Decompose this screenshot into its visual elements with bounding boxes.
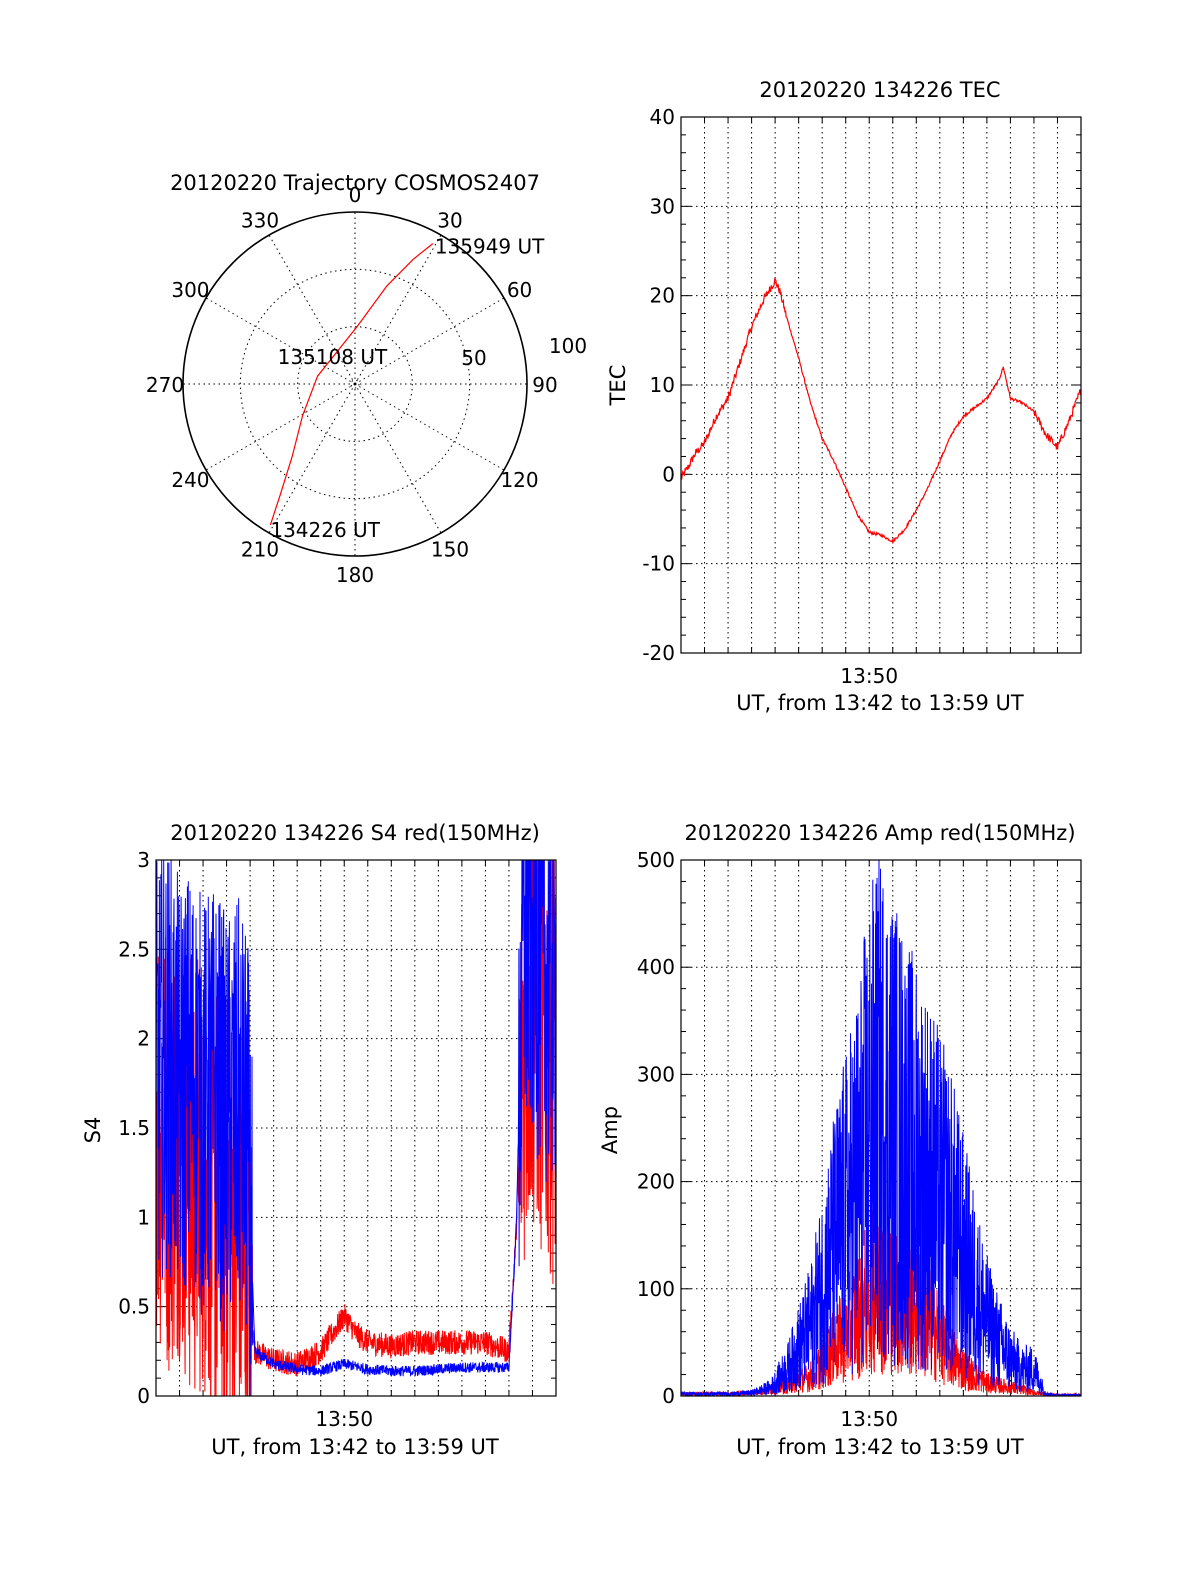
- polar-grid-ring: [297, 326, 413, 442]
- amp-chart: 20120220 134226 Amp red(150MHz) UT, from…: [598, 821, 1082, 1459]
- y-tick-label: 2.5: [118, 937, 150, 961]
- tec-plot-area: -20 -10 0 10 20 30 40 13:50: [642, 105, 1082, 688]
- x-tick-label: 13:50: [315, 1407, 373, 1431]
- trajectory-line: [269, 243, 434, 526]
- polar-grid-spoke: [205, 297, 356, 385]
- y-tick-label: 500: [637, 848, 675, 872]
- polar-grid-center: [350, 379, 360, 389]
- y-tick-label: 400: [637, 955, 675, 979]
- y-tick-label: -20: [642, 641, 675, 665]
- y-tick-label: 3: [137, 848, 150, 872]
- polar-grid-spoke: [354, 383, 442, 534]
- polar-labels: 0 30 60 90 120 150 180 210 240 270 300 330 50 100 1359…: [146, 183, 587, 587]
- series-group: [681, 860, 1081, 1396]
- x-axis-title: UT, from 13:42 to 13:59 UT: [211, 1435, 499, 1459]
- polar-grid-spoke: [354, 297, 505, 385]
- data-line-blue: [156, 860, 556, 1396]
- y-tick-label: -10: [642, 552, 675, 576]
- y-axis-title: Amp: [598, 1106, 622, 1154]
- y-axis-title: TEC: [606, 365, 630, 407]
- y-tick-label: 0: [137, 1384, 150, 1408]
- y-tick-label: 1.5: [118, 1116, 150, 1140]
- y-tick-label: 200: [637, 1170, 675, 1194]
- x-tick-label: 13:50: [840, 664, 898, 688]
- amp-plot-area: 0 100 200 300 400 500 13:50: [637, 848, 1082, 1431]
- x-axis-title: UT, from 13:42 to 13:59 UT: [736, 1435, 1024, 1459]
- angle-tick-label: 240: [171, 468, 209, 492]
- angle-tick-label: 270: [146, 373, 184, 397]
- trajectory-time-label: 134226 UT: [270, 518, 380, 542]
- data-line-red: [681, 278, 1081, 545]
- tec-chart: 20120220 134226 TEC UT, from 13:42 to 13…: [606, 78, 1082, 715]
- data-line-blue: [681, 860, 1081, 1396]
- polar-outer-circle: [182, 211, 528, 557]
- angle-tick-label: 60: [507, 278, 532, 302]
- y-axis-title: S4: [81, 1117, 105, 1144]
- s4-plot-area: 0 0.5 1 1.5 2 2.5 3 13:50: [118, 848, 557, 1431]
- polar-grid-spoke: [268, 383, 356, 534]
- chart-title: 20120220 134226 Amp red(150MHz): [684, 821, 1075, 845]
- angle-tick-label: 180: [336, 563, 374, 587]
- trajectory-time-label: 135949 UT: [435, 235, 545, 259]
- y-tick-label: 0: [662, 1384, 675, 1408]
- trajectory-polar-chart: 20120220 Trajectory COSMOS2407 0 30 60 90 12…: [146, 171, 587, 587]
- series-group: [156, 860, 556, 1396]
- chart-title: 20120220 134226 TEC: [759, 78, 1000, 102]
- y-tick-label: 0.5: [118, 1295, 150, 1319]
- angle-tick-label: 300: [171, 278, 209, 302]
- y-tick-label: 30: [650, 194, 675, 218]
- angle-tick-label: 150: [431, 538, 469, 562]
- y-tick-label: 1: [137, 1205, 150, 1229]
- y-tick-label: 0: [662, 462, 675, 486]
- polar-grid: [182, 211, 528, 557]
- trajectory-time-label: 135108 UT: [278, 345, 388, 369]
- chart-title: 20120220 Trajectory COSMOS2407: [170, 171, 540, 195]
- chart-title: 20120220 134226 S4 red(150MHz): [170, 821, 540, 845]
- angle-tick-label: 330: [241, 208, 279, 232]
- polar-grid-spoke: [268, 234, 356, 385]
- angle-tick-label: 120: [500, 468, 538, 492]
- x-axis-title: UT, from 13:42 to 13:59 UT: [736, 691, 1024, 715]
- plot-frame: [680, 116, 1082, 654]
- x-tick-label: 13:50: [840, 1407, 898, 1431]
- plot-frame: [680, 859, 1082, 1397]
- plot-frame: [155, 859, 557, 1397]
- y-tick-label: 40: [650, 105, 675, 129]
- polar-grid-spoke: [205, 383, 356, 471]
- angle-tick-label: 210: [241, 538, 279, 562]
- polar-grid-spoke: [354, 383, 505, 471]
- polar-marks: [269, 243, 434, 526]
- y-tick-label: 300: [637, 1062, 675, 1086]
- series-group: [681, 278, 1081, 545]
- angle-tick-label: 0: [349, 183, 362, 207]
- angle-tick-label: 90: [532, 373, 557, 397]
- polar-grid-spoke: [354, 234, 442, 385]
- y-tick-label: 10: [650, 373, 675, 397]
- radial-tick-label: 100: [549, 334, 587, 358]
- y-tick-label: 100: [637, 1277, 675, 1301]
- s4-chart: 20120220 134226 S4 red(150MHz) UT, from …: [81, 821, 557, 1459]
- angle-tick-label: 30: [437, 208, 462, 232]
- y-tick-label: 20: [650, 284, 675, 308]
- y-tick-label: 2: [137, 1027, 150, 1051]
- radial-tick-label: 50: [461, 346, 486, 370]
